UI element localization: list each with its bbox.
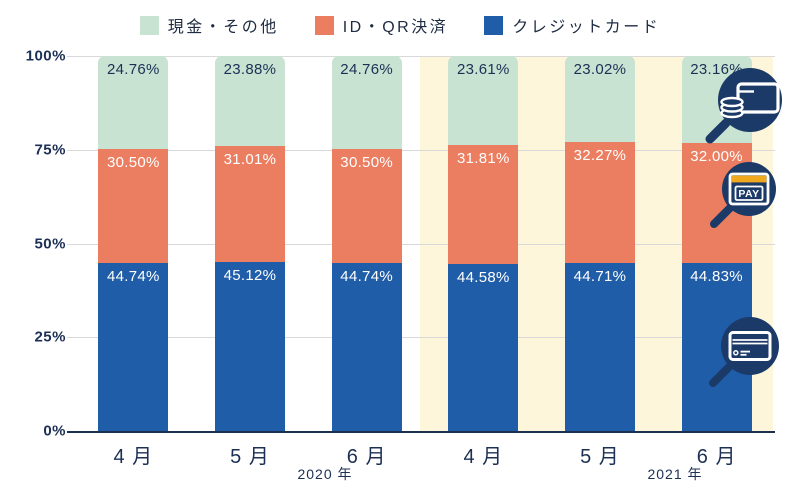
cash-swatch-icon: [139, 15, 159, 35]
segment-idqr: 30.50%: [98, 148, 169, 264]
segment-value-label: 23.16%: [690, 61, 743, 78]
stacked-bar-2020-06: 24.76% 30.50% 44.74%: [331, 56, 402, 431]
segment-value-label: 24.76%: [340, 61, 393, 78]
segment-idqr: 31.01%: [214, 145, 285, 262]
segment-value-label: 44.74%: [106, 268, 160, 286]
segment-credit: 44.74%: [98, 263, 169, 431]
year-labels: 2020 年 2021 年: [75, 464, 775, 484]
legend-item-credit: クレジットカード: [484, 13, 660, 37]
plot-area: 24.76% 30.50% 44.74% 23.88% 31.01% 45.12…: [67, 56, 775, 433]
x-tick-month: 6 月: [346, 446, 387, 468]
y-tick-100: 100%: [25, 47, 66, 65]
segment-value-label: 44.58%: [456, 268, 510, 286]
gridline-50: [67, 243, 775, 245]
segment-value-label: 30.50%: [340, 153, 393, 171]
year-label-2020: 2020 年: [297, 466, 353, 482]
y-tick-25: 25%: [34, 328, 66, 346]
segment-cash: 23.88%: [214, 56, 285, 146]
segment-value-label: 44.74%: [340, 268, 393, 286]
credit-swatch-icon: [484, 15, 504, 35]
segment-idqr: 31.81%: [448, 144, 519, 264]
segment-credit: 44.74%: [331, 263, 402, 431]
legend-label: ID・QR決済: [342, 19, 449, 36]
x-tick-month: 4 月: [113, 446, 154, 468]
stacked-bar-2020-04: 24.76% 30.50% 44.74%: [98, 56, 169, 431]
segment-value-label: 44.83%: [690, 267, 743, 285]
x-axis-labels: 4 月 5 月 6 月 4 月 5 月 6 月: [75, 440, 775, 469]
gridline-100: [67, 56, 775, 57]
x-tick-month: 5 月: [230, 446, 270, 468]
idqr-swatch-icon: [314, 15, 334, 35]
legend-label: 現金・その他: [167, 19, 279, 36]
stacked-bar-2020-05: 23.88% 31.01% 45.12%: [214, 56, 285, 432]
year-label-2021: 2021 年: [647, 466, 703, 482]
segment-cash: 24.76%: [331, 56, 402, 149]
x-tick-month: 5 月: [580, 446, 620, 468]
stacked-bar-2021-04: 23.61% 31.81% 44.58%: [448, 56, 519, 431]
segment-credit: 44.71%: [564, 263, 635, 431]
legend: 現金・その他 ID・QR決済 クレジットカード: [0, 13, 800, 37]
pay-window-magnifier-icon: PAY: [710, 162, 776, 228]
segment-value-label: 23.61%: [456, 61, 510, 78]
gridline-25: [67, 337, 775, 339]
segment-value-label: 32.00%: [690, 147, 743, 165]
y-tick-0: 0%: [43, 422, 66, 440]
x-axis-line: [67, 431, 775, 433]
y-tick-75: 75%: [34, 141, 66, 159]
segment-value-label: 32.27%: [573, 147, 627, 165]
segment-idqr: 32.27%: [564, 142, 635, 264]
stacked-bar-2021-06: 23.16% 32.00% 44.83%: [681, 56, 752, 431]
gridline-75: [67, 149, 775, 151]
segment-value-label: 30.50%: [106, 153, 160, 171]
segment-value-label: 31.81%: [456, 149, 510, 167]
legend-item-idqr: ID・QR決済: [314, 13, 449, 37]
segment-credit: 44.58%: [448, 263, 519, 431]
segment-value-label: 24.76%: [106, 61, 160, 78]
segment-value-label: 44.71%: [573, 268, 627, 286]
stacked-bar-2021-05: 23.02% 32.27% 44.71%: [564, 56, 635, 431]
segment-value-label: 23.02%: [573, 61, 627, 78]
y-tick-50: 50%: [34, 235, 66, 252]
x-tick-month: 6 月: [696, 446, 737, 468]
credit-card-magnifier-icon: [709, 317, 779, 387]
cash-coins-magnifier-icon: [705, 68, 782, 144]
pay-icon-text: PAY: [738, 188, 759, 200]
segment-value-label: 45.12%: [223, 266, 277, 284]
segment-cash: 23.02%: [564, 56, 635, 143]
y-axis: 100% 75% 50% 25% 0%: [0, 48, 66, 440]
segment-value-label: 23.88%: [223, 61, 277, 78]
bars-container: 24.76% 30.50% 44.74% 23.88% 31.01% 45.12…: [75, 56, 775, 432]
segment-value-label: 31.01%: [223, 150, 277, 168]
legend-label: クレジットカード: [512, 19, 661, 36]
x-tick-month: 4 月: [463, 446, 504, 468]
segment-idqr: 30.50%: [331, 148, 402, 264]
segment-cash: 24.76%: [98, 56, 169, 149]
legend-item-cash: 現金・その他: [139, 13, 279, 37]
segment-credit: 45.12%: [214, 261, 285, 432]
segment-cash: 23.61%: [448, 56, 519, 145]
